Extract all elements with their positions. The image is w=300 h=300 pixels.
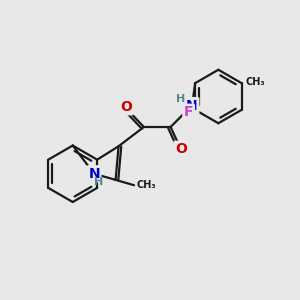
- Text: N: N: [186, 99, 198, 112]
- Text: H: H: [176, 94, 185, 104]
- Text: CH₃: CH₃: [245, 76, 265, 87]
- Text: F: F: [184, 105, 194, 119]
- Text: N: N: [88, 167, 100, 181]
- Text: O: O: [175, 142, 187, 156]
- Text: H: H: [94, 177, 103, 187]
- Text: CH₃: CH₃: [136, 180, 156, 190]
- Text: O: O: [120, 100, 132, 114]
